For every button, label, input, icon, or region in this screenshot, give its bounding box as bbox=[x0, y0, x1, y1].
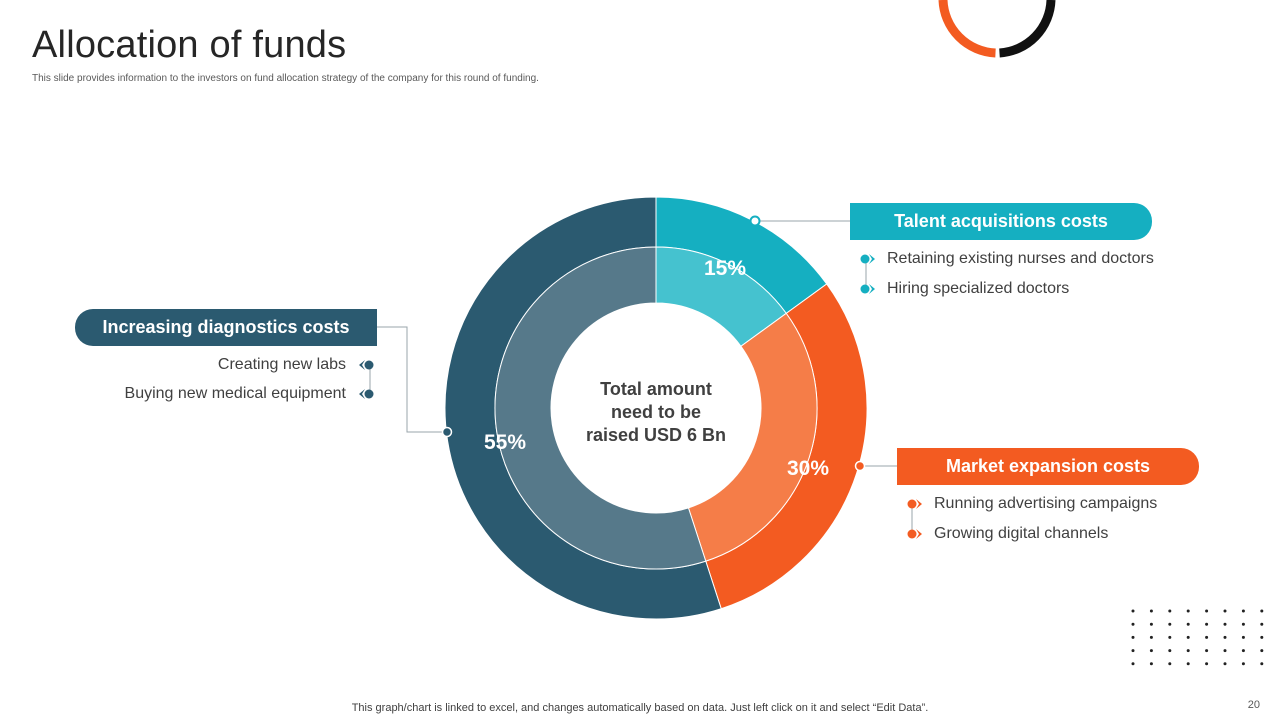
decor-dot bbox=[1168, 662, 1172, 666]
diagnostics-bullet-1-text: Creating new labs bbox=[217, 356, 346, 373]
decor-dot bbox=[1149, 622, 1153, 626]
talent-bullet-2-text: Hiring specialized doctors bbox=[887, 280, 1070, 297]
callout-market-label: Market expansion costs bbox=[897, 448, 1199, 485]
decor-dot bbox=[1186, 622, 1190, 626]
decor-dot bbox=[1223, 609, 1227, 613]
decor-dot bbox=[1260, 662, 1264, 666]
decor-dot bbox=[1223, 649, 1227, 653]
decor-dot bbox=[1186, 662, 1190, 666]
decor-dot bbox=[1149, 609, 1153, 613]
decor-dot bbox=[1131, 635, 1135, 639]
market-bullet-1: Running advertising campaigns bbox=[905, 494, 1157, 514]
slice-diagnostics-inner bbox=[494, 246, 707, 570]
decor-dot bbox=[1205, 635, 1209, 639]
bullet-arrow-icon bbox=[860, 284, 875, 294]
footer-note: This graph/chart is linked to excel, and… bbox=[351, 702, 929, 714]
callout-talent-label: Talent acquisitions costs bbox=[850, 203, 1152, 240]
diagnostics-bullet-2: Buying new medical equipment bbox=[125, 384, 376, 404]
decor-dot bbox=[1168, 622, 1172, 626]
decor-dot bbox=[1131, 649, 1135, 653]
bullet-arrow-icon bbox=[907, 529, 922, 539]
decor-dot bbox=[1186, 609, 1190, 613]
market-bullet-2: Growing digital channels bbox=[905, 524, 1108, 544]
page-number: 20 bbox=[1247, 699, 1260, 711]
decor-dot bbox=[1205, 649, 1209, 653]
center-label-line-1: Total amount bbox=[600, 379, 712, 399]
bullet-arrow-icon bbox=[860, 254, 875, 264]
decor-dot bbox=[1223, 635, 1227, 639]
decor-dot bbox=[1131, 622, 1135, 626]
slice-market-inner bbox=[687, 312, 818, 562]
decor-dot bbox=[1223, 622, 1227, 626]
donut-chart bbox=[444, 196, 868, 620]
center-label-line-2: need to be bbox=[611, 402, 701, 422]
bullet-arrow-icon bbox=[907, 499, 922, 509]
slice-label-diagnostics: 55% bbox=[484, 431, 526, 454]
slice-label-talent: 15% bbox=[704, 257, 746, 280]
decor-dot bbox=[1205, 662, 1209, 666]
bullet-arrow-left-icon bbox=[359, 389, 374, 399]
page-title: Allocation of funds bbox=[32, 24, 347, 66]
decor-dot bbox=[1149, 635, 1153, 639]
decor-dot bbox=[1241, 649, 1245, 653]
talent-bullet-1: Retaining existing nurses and doctors bbox=[858, 249, 1154, 269]
decor-dot bbox=[1260, 609, 1264, 613]
connector-dots bbox=[441, 215, 866, 472]
decor-dot bbox=[1186, 635, 1190, 639]
decor-dot bbox=[1241, 635, 1245, 639]
decor-dot bbox=[1223, 662, 1227, 666]
talent-bullet-2: Hiring specialized doctors bbox=[858, 279, 1069, 299]
decor-dot bbox=[1205, 622, 1209, 626]
decor-dot bbox=[1260, 649, 1264, 653]
decor-dot bbox=[1205, 609, 1209, 613]
decor-dot bbox=[1149, 649, 1153, 653]
decor-dot bbox=[1241, 609, 1245, 613]
diagnostics-bullet-1: Creating new labs bbox=[218, 355, 376, 375]
decor-dot-grid bbox=[1131, 609, 1264, 666]
decor-dot bbox=[1241, 662, 1245, 666]
slice-label-market: 30% bbox=[787, 457, 829, 480]
market-bullet-1-text: Running advertising campaigns bbox=[934, 495, 1158, 512]
center-label-line-3: raised USD 6 Bn bbox=[586, 425, 726, 445]
callout-diagnostics-label: Increasing diagnostics costs bbox=[75, 309, 377, 346]
decor-dot bbox=[1131, 609, 1135, 613]
decor-dot bbox=[1168, 649, 1172, 653]
decor-dot bbox=[1260, 635, 1264, 639]
decor-dot bbox=[1149, 662, 1153, 666]
decor-dot bbox=[1168, 609, 1172, 613]
decor-dot bbox=[1241, 622, 1245, 626]
talent-bullet-1-text: Retaining existing nurses and doctors bbox=[887, 250, 1154, 267]
decor-dot bbox=[1131, 662, 1135, 666]
bullet-arrow-left-icon bbox=[359, 360, 374, 370]
decor-dot bbox=[1168, 635, 1172, 639]
decor-dot bbox=[1186, 649, 1190, 653]
decor-dot bbox=[1260, 622, 1264, 626]
diagnostics-bullet-2-text: Buying new medical equipment bbox=[124, 385, 346, 402]
market-bullet-2-text: Growing digital channels bbox=[934, 525, 1109, 542]
page-subtitle: This slide provides information to the i… bbox=[32, 73, 539, 84]
decor-ring bbox=[938, 0, 1056, 58]
